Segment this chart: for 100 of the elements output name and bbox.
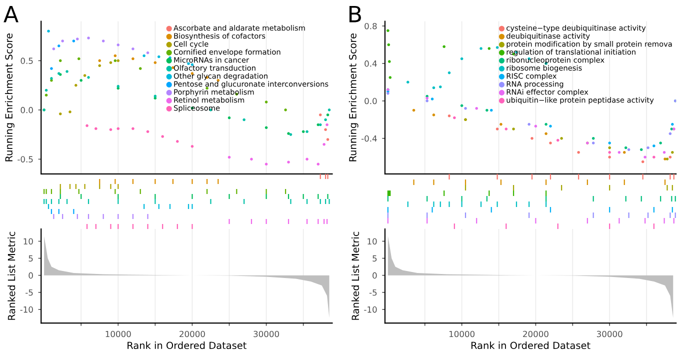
- point: [432, 86, 436, 90]
- point: [306, 158, 308, 161]
- point: [154, 61, 157, 64]
- point: [488, 47, 491, 50]
- point: [287, 160, 290, 164]
- point: [652, 156, 656, 158]
- point: [102, 40, 105, 42]
- y-axis-title: Ranked List Metric: [8, 232, 16, 320]
- point: [652, 144, 656, 148]
- x-axis-title: Rank in Ordered Dataset: [471, 342, 590, 350]
- y-tick-label: 0.4: [364, 60, 377, 67]
- point: [662, 151, 666, 154]
- point: [138, 67, 142, 70]
- point: [549, 124, 552, 128]
- point: [58, 59, 62, 62]
- point: [534, 124, 538, 128]
- point: [671, 151, 674, 154]
- point: [549, 142, 552, 144]
- point: [641, 160, 644, 164]
- x-tick-label: 30000: [254, 330, 279, 338]
- point: [228, 116, 231, 120]
- point: [146, 51, 150, 54]
- x-tick-label: 10000: [106, 330, 131, 338]
- y-tick-label: 0.0: [364, 98, 377, 104]
- point: [624, 146, 628, 150]
- point: [460, 57, 464, 60]
- y-tick-label: 0: [28, 272, 33, 279]
- point: [386, 29, 390, 32]
- point: [560, 136, 563, 140]
- point: [530, 136, 534, 140]
- point: [116, 59, 120, 62]
- point: [496, 46, 499, 49]
- point: [318, 113, 322, 116]
- point: [486, 108, 488, 112]
- point: [442, 45, 446, 48]
- point: [324, 118, 327, 122]
- point: [412, 108, 416, 112]
- point: [490, 108, 493, 112]
- x-tick-label: 10000: [449, 330, 475, 338]
- point: [289, 133, 292, 136]
- point: [58, 112, 62, 116]
- point: [326, 113, 330, 116]
- x-tick-label: 30000: [596, 330, 622, 338]
- point: [44, 94, 48, 97]
- point: [116, 127, 120, 130]
- point: [66, 70, 68, 73]
- point: [426, 100, 428, 102]
- y-tick-label: 5: [28, 255, 33, 262]
- x-tick-label: 20000: [523, 330, 548, 338]
- point: [228, 156, 231, 159]
- point: [640, 148, 643, 151]
- point: [512, 128, 515, 130]
- point: [453, 116, 456, 120]
- y-tick-label: 0.8: [364, 22, 377, 30]
- point: [324, 128, 327, 132]
- point: [109, 128, 112, 132]
- point: [430, 98, 434, 100]
- point: [627, 148, 630, 151]
- point: [77, 57, 80, 60]
- point: [87, 36, 90, 40]
- point: [114, 59, 117, 62]
- point: [264, 100, 268, 104]
- point: [242, 118, 246, 122]
- y-tick-label: -0.4: [361, 135, 377, 142]
- point: [94, 127, 98, 130]
- point: [668, 156, 672, 158]
- point: [264, 162, 268, 166]
- point: [132, 57, 134, 60]
- point: [157, 55, 160, 58]
- point: [608, 151, 611, 154]
- y-tick-label: -10: [20, 306, 33, 313]
- x-axis-title: Rank in Ordered Dataset: [128, 342, 246, 350]
- point: [109, 61, 112, 64]
- point: [406, 80, 410, 84]
- point: [57, 44, 60, 48]
- y-tick-label: 0.5: [20, 58, 33, 64]
- point: [464, 107, 467, 110]
- point: [387, 43, 390, 46]
- point: [592, 136, 595, 140]
- y-axis-title: Running Enrichment Score: [5, 34, 14, 162]
- y-tick-label: -0.5: [18, 156, 33, 162]
- point: [306, 130, 308, 133]
- point: [528, 122, 530, 126]
- point: [142, 54, 146, 58]
- point: [284, 108, 287, 112]
- point: [52, 47, 56, 50]
- point: [132, 47, 134, 50]
- point: [98, 59, 102, 62]
- point: [480, 47, 482, 50]
- point: [161, 135, 164, 138]
- x-tick-label: 20000: [180, 330, 205, 338]
- point: [146, 130, 150, 133]
- point: [250, 158, 253, 161]
- y-tick-label: -5: [26, 289, 33, 296]
- point: [432, 114, 436, 116]
- point: [500, 122, 502, 126]
- point: [608, 146, 611, 150]
- point: [44, 88, 48, 92]
- point: [475, 107, 478, 110]
- point: [302, 130, 305, 133]
